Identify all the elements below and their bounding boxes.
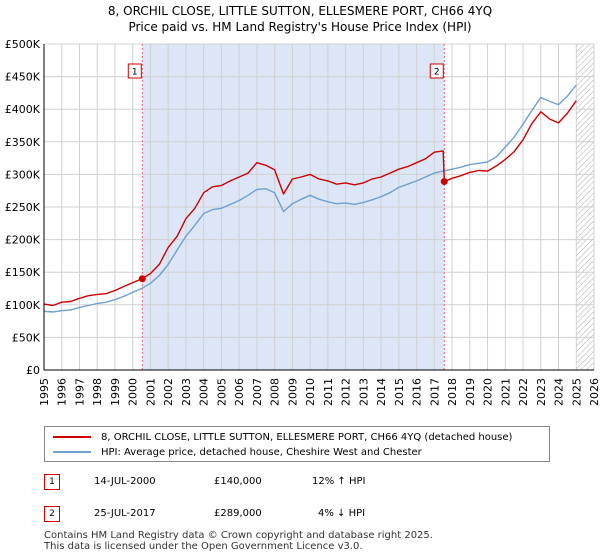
x-tick-label: 2007	[251, 378, 264, 406]
x-tick-label: 2017	[428, 378, 441, 406]
sale-label-box	[429, 63, 444, 79]
sale-price: £140,000	[214, 476, 262, 487]
x-tick-label: 2015	[393, 378, 406, 406]
x-tick-label: 2020	[482, 378, 495, 406]
sale-number-badge: 1	[44, 474, 60, 490]
x-tick-label: 2012	[340, 378, 353, 406]
x-tick-label: 2004	[198, 378, 211, 406]
x-tick-label: 2013	[357, 378, 370, 406]
y-tick-label: £350K	[5, 136, 41, 149]
x-tick-label: 2002	[162, 378, 175, 406]
x-tick-label: 2010	[304, 378, 317, 406]
sale-hpi-diff: 12% ↑ HPI	[312, 476, 366, 487]
sale-price: £289,000	[214, 508, 262, 519]
x-tick-label: 2023	[535, 378, 548, 406]
x-tick-label: 2026	[588, 378, 600, 406]
x-tick-label: 2006	[233, 378, 246, 406]
x-tick-label: 1997	[73, 378, 86, 406]
x-tick-label: 2005	[215, 378, 228, 406]
y-tick-label: £400K	[5, 103, 41, 116]
legend-item-property: 8, ORCHIL CLOSE, LITTLE SUTTON, ELLESMER…	[53, 430, 512, 444]
x-tick-label: 2025	[570, 378, 583, 406]
x-tick-label: 2016	[411, 378, 424, 406]
table-row: 2 25-JUL-2017 £289,000 4% ↓ HPI	[44, 506, 564, 524]
x-tick-label: 2008	[269, 378, 282, 406]
sale-label-text: 2	[434, 68, 440, 78]
sale-label-box	[127, 63, 142, 79]
legend: 8, ORCHIL CLOSE, LITTLE SUTTON, ELLESMER…	[44, 426, 550, 462]
x-tick-label: 1999	[109, 378, 122, 406]
y-tick-label: £450K	[5, 71, 41, 84]
footer: Contains HM Land Registry data © Crown c…	[44, 530, 433, 552]
y-tick-label: £300K	[5, 168, 41, 181]
legend-label-hpi: HPI: Average price, detached house, Ches…	[101, 446, 422, 458]
x-tick-label: 2001	[144, 378, 157, 406]
x-tick-label: 2022	[517, 378, 530, 406]
y-tick-label: £250K	[5, 201, 41, 214]
y-tick-label: £500K	[5, 38, 41, 51]
x-tick-label: 1996	[56, 378, 69, 406]
x-tick-label: 1995	[38, 378, 51, 406]
legend-swatch-property	[53, 436, 91, 438]
x-tick-label: 2009	[286, 378, 299, 406]
x-tick-label: 2024	[553, 378, 566, 406]
legend-swatch-hpi	[53, 451, 91, 453]
sale-label-text: 1	[132, 68, 138, 78]
x-tick-label: 1998	[91, 378, 104, 406]
x-tick-label: 2003	[180, 378, 193, 406]
x-tick-label: 2021	[499, 378, 512, 406]
property-price-line	[43, 100, 577, 307]
legend-item-hpi: HPI: Average price, detached house, Ches…	[53, 445, 422, 459]
x-tick-label: 2011	[322, 378, 335, 406]
price-chart: 1 2 £0 £50K £100K £150K £200K £250K £300K £350K £…	[5, 38, 600, 406]
table-row: 1 14-JUL-2000 £140,000 12% ↑ HPI	[44, 474, 564, 492]
y-tick-label: £100K	[5, 299, 41, 312]
x-tick-label: 2014	[375, 378, 388, 406]
y-tick-label: £200K	[5, 234, 41, 247]
footer-copyright: Contains HM Land Registry data © Crown c…	[44, 530, 433, 541]
chart-subtitle: Price paid vs. HM Land Registry's House …	[128, 20, 472, 34]
x-tick-label: 2018	[446, 378, 459, 406]
sale-point	[138, 275, 146, 283]
chart-title: 8, ORCHIL CLOSE, LITTLE SUTTON, ELLESMER…	[107, 4, 493, 18]
sale-point	[440, 178, 448, 186]
footer-licence: This data is licensed under the Open Gov…	[44, 541, 363, 552]
sale-date: 14-JUL-2000	[94, 476, 156, 487]
legend-label-property: 8, ORCHIL CLOSE, LITTLE SUTTON, ELLESMER…	[101, 431, 513, 443]
hpi-line	[43, 84, 577, 313]
x-tick-label: 2000	[127, 378, 140, 406]
x-tick-label: 2019	[464, 378, 477, 406]
sale-date: 25-JUL-2017	[94, 508, 156, 519]
y-tick-label: £50K	[12, 331, 41, 344]
y-tick-label: £150K	[5, 266, 41, 279]
sale-number-badge: 2	[44, 506, 60, 522]
sale-hpi-diff: 4% ↓ HPI	[318, 508, 366, 519]
y-tick-label: £0	[26, 364, 40, 377]
